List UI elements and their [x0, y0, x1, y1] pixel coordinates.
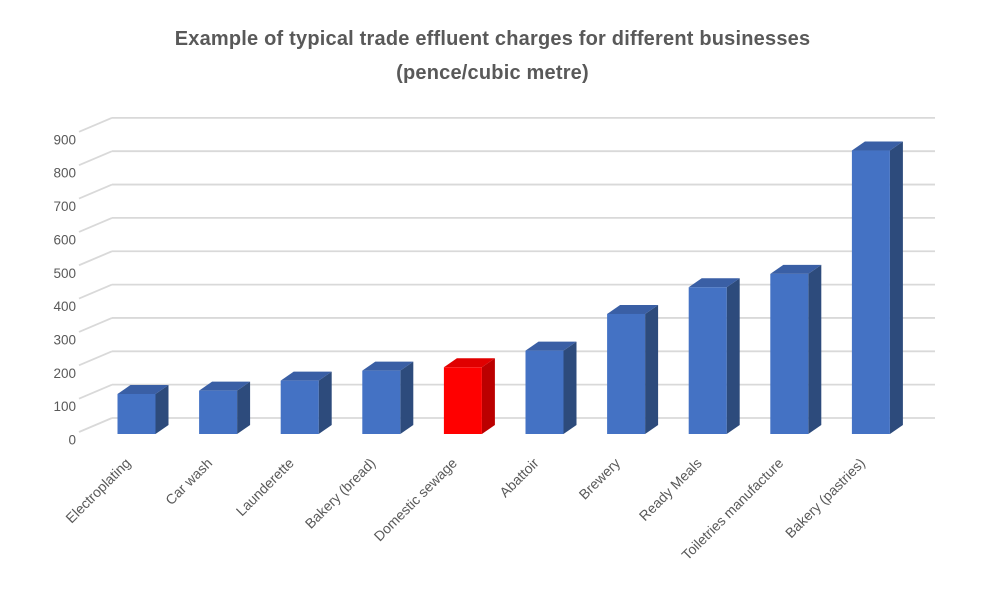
x-axis-label-electroplating: Electroplating	[62, 455, 133, 526]
bar-side-face	[726, 278, 740, 434]
chart-title-line1: Example of typical trade effluent charge…	[174, 28, 811, 50]
bar-bakery-bread	[362, 361, 414, 434]
bar-car-wash	[199, 381, 251, 434]
x-axis-label-launderette: Launderette	[233, 455, 297, 519]
bar-side-face	[237, 381, 251, 434]
y-axis-tick-100: 100	[53, 399, 76, 414]
bar-front-face	[199, 390, 238, 434]
bar-side-face	[808, 264, 822, 434]
bar-side-face	[889, 141, 903, 434]
y-axis-tick-300: 300	[53, 332, 76, 347]
y-axis-tick-0: 0	[68, 433, 76, 448]
bar-electroplating	[117, 384, 169, 434]
bar-front-face	[607, 313, 646, 434]
bar-side-face	[155, 384, 169, 434]
gridline-diagonal-700	[78, 183, 113, 200]
bars-group	[117, 141, 903, 434]
y-axis-tick-700: 700	[53, 199, 76, 214]
chart-title-line2: (pence/cubic metre)	[396, 62, 589, 84]
y-axis-tick-400: 400	[53, 299, 76, 314]
gridline-diagonal-0	[78, 417, 113, 433]
x-axis-label-domestic-sewage: Domestic sewage	[371, 455, 461, 545]
gridline-diagonal-500	[78, 250, 113, 267]
bar-front-face	[280, 380, 319, 434]
y-axis-tick-200: 200	[53, 366, 76, 381]
bar-ready-meals	[688, 278, 740, 434]
gridline-diagonal-300	[78, 317, 113, 333]
bar-front-face	[443, 367, 482, 434]
bar-front-face	[362, 370, 401, 434]
bar-top-face	[851, 141, 903, 151]
bar-top-face	[607, 304, 659, 314]
bar-side-face	[400, 361, 414, 434]
bar-front-face	[525, 350, 564, 434]
bar-side-face	[563, 341, 577, 434]
bar-front-face	[688, 287, 727, 434]
gridline-diagonal-100	[78, 383, 113, 400]
bar-top-face	[770, 264, 822, 274]
bar-launderette	[280, 371, 332, 434]
x-axis-label-brewery: Brewery	[576, 455, 624, 503]
y-axis-tick-500: 500	[53, 266, 76, 281]
bar-domestic-sewage	[443, 358, 495, 434]
x-axis-label-bakery-bread: Bakery (bread)	[302, 455, 379, 532]
y-axis-tick-600: 600	[53, 232, 76, 247]
chart-title: Example of typical trade effluent charge…	[0, 22, 985, 90]
bar-bakery-pastries	[851, 141, 903, 434]
x-axis-label-abattoir: Abattoir	[496, 455, 542, 501]
gridline-diagonal-900	[78, 117, 113, 133]
bar-front-face	[117, 393, 156, 434]
gridline-diagonal-400	[78, 283, 113, 300]
y-axis-labels-group: 0 100 200 300 400 500 600 700 800 900	[53, 132, 76, 447]
x-axis-label-bakery-pastries: Bakery (pastries)	[782, 455, 868, 541]
bar-side-face	[645, 304, 659, 434]
bar-side-face	[481, 358, 495, 434]
bar-top-face	[688, 278, 740, 288]
y-axis-tick-800: 800	[53, 166, 76, 181]
bar-top-face	[362, 361, 414, 371]
y-axis-tick-900: 900	[53, 132, 76, 147]
bar-front-face	[851, 150, 890, 434]
x-axis-labels-group: Electroplating Car wash Launderette Bakery …	[62, 455, 868, 563]
bar-top-face	[280, 371, 332, 381]
bar-front-face	[770, 273, 809, 434]
gridline-diagonal-800	[78, 150, 113, 167]
bar-top-face	[199, 381, 251, 391]
bar-brewery	[607, 304, 659, 434]
x-axis-label-ready-meals: Ready Meals	[636, 455, 705, 524]
bar-top-face	[443, 358, 495, 368]
bar-side-face	[318, 371, 332, 434]
bar-abattoir	[525, 341, 577, 434]
x-axis-label-car-wash: Car wash	[162, 455, 215, 508]
gridline-diagonal-200	[78, 350, 113, 367]
bar-toiletries-manufacture	[770, 264, 822, 434]
bar-top-face	[117, 384, 169, 394]
gridline-diagonal-600	[78, 217, 113, 233]
bar-top-face	[525, 341, 577, 351]
